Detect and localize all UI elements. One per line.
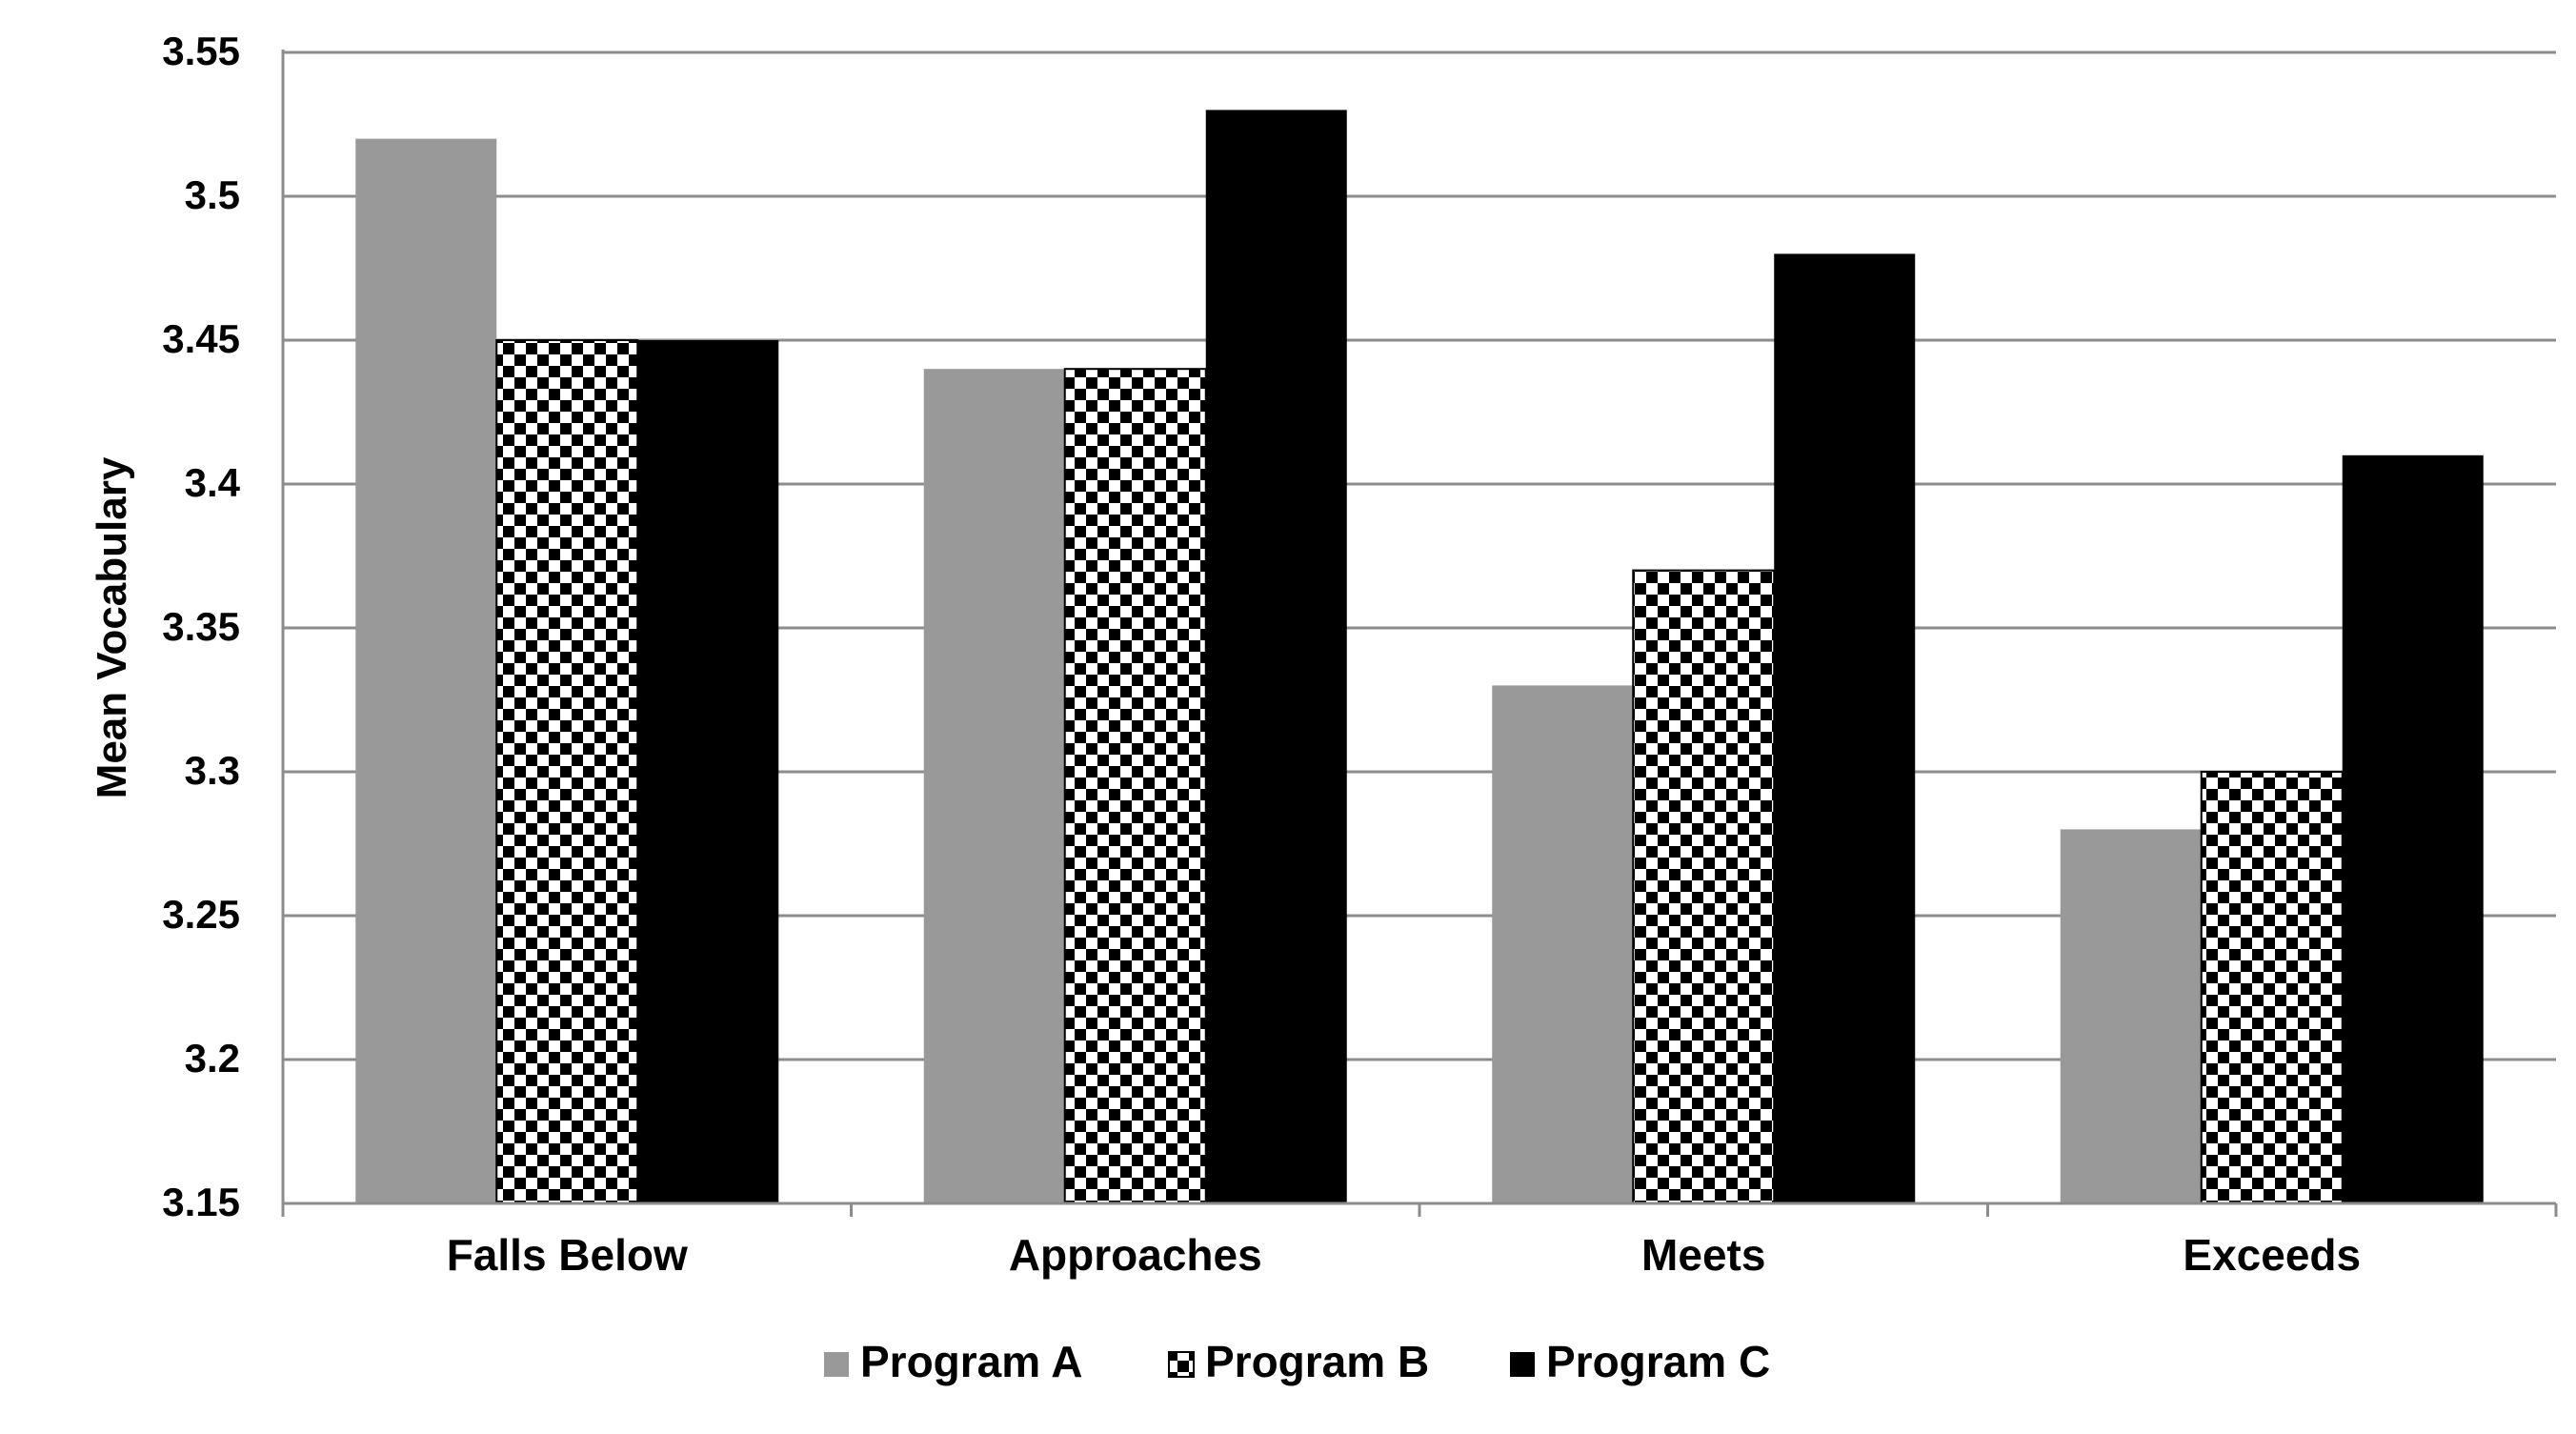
legend-label-program-a: Program A xyxy=(860,1337,1082,1386)
x-tick-label: Approaches xyxy=(1009,1230,1262,1280)
legend-swatch-program-c xyxy=(1510,1352,1535,1377)
bar-program-b-falls-below xyxy=(495,339,639,1204)
y-tick-label: 3.2 xyxy=(185,1036,240,1081)
y-tick-label: 3.15 xyxy=(162,1180,240,1224)
bar-program-c-exceeds xyxy=(2342,454,2484,1203)
bar-program-a-falls-below xyxy=(355,138,497,1204)
y-tick-label: 3.5 xyxy=(185,172,240,217)
y-tick-label: 3.4 xyxy=(185,460,241,505)
x-tick-label: Exceeds xyxy=(2183,1230,2361,1280)
y-tick-label: 3.45 xyxy=(162,316,240,361)
legend: Program A Program B Program C xyxy=(824,1337,1770,1386)
y-tick-label: 3.35 xyxy=(162,604,240,649)
legend-label-program-b: Program B xyxy=(1205,1337,1429,1386)
bar-program-b-approaches xyxy=(1063,368,1207,1204)
y-axis-title: Mean Vocabulary xyxy=(89,456,135,798)
x-tick-label: Falls Below xyxy=(447,1230,688,1280)
legend-swatch-program-b xyxy=(1168,1351,1195,1378)
bars xyxy=(355,110,2484,1204)
legend-label-program-c: Program C xyxy=(1546,1337,1770,1386)
bar-program-a-meets xyxy=(1492,685,1634,1203)
bar-program-a-approaches xyxy=(923,369,1065,1203)
bar-program-c-falls-below xyxy=(637,340,779,1203)
y-tick-label: 3.25 xyxy=(162,892,240,937)
bar-program-c-approaches xyxy=(1205,110,1347,1203)
legend-swatch-program-a xyxy=(824,1352,849,1377)
y-tick-label: 3.55 xyxy=(162,29,240,73)
x-tick-label: Meets xyxy=(1641,1230,1765,1280)
bar-program-a-exceeds xyxy=(2060,829,2202,1203)
bar-program-b-exceeds xyxy=(2200,771,2344,1204)
axes: 3.15 3.2 3.25 3.3 3.35 3.4 3.45 3.5 3.55 Mean Voc… xyxy=(89,29,2558,1280)
bar-program-c-meets xyxy=(1774,253,1916,1203)
y-tick-label: 3.3 xyxy=(185,748,240,793)
bar-program-b-meets xyxy=(1632,569,1776,1204)
